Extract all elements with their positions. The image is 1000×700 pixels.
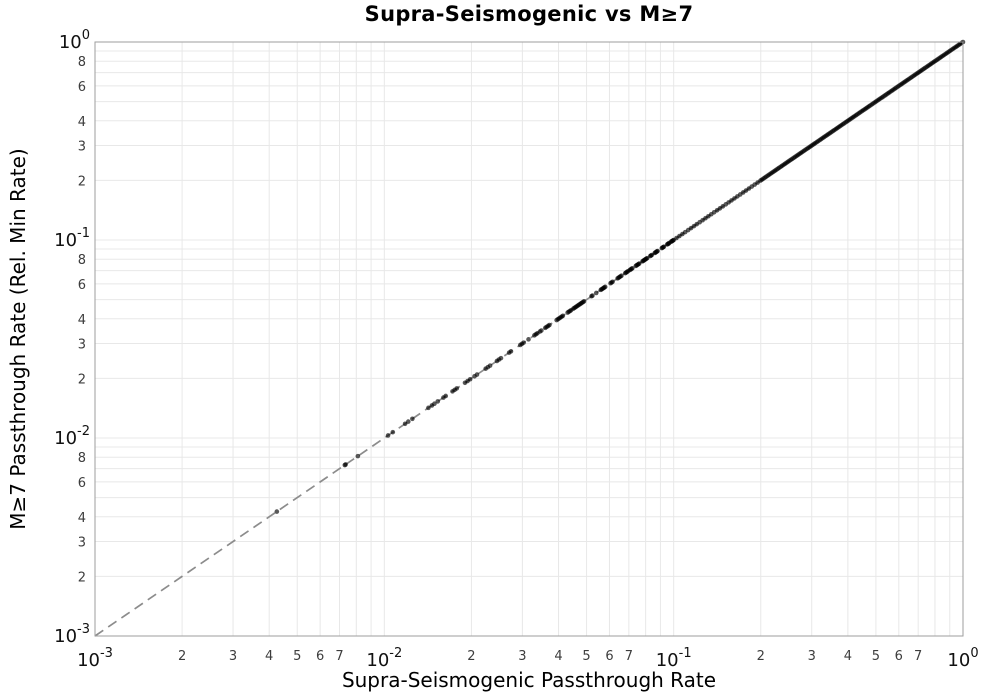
data-point: [602, 284, 608, 290]
data-point: [619, 273, 624, 279]
data-point: [405, 419, 411, 424]
y-minor-tick-label: 3: [78, 338, 86, 353]
x-minor-tick-label: 3: [808, 649, 816, 664]
plot-border: [94, 41, 964, 637]
data-point: [355, 453, 361, 459]
y-major-tick-label: 10-3: [54, 622, 90, 647]
x-major-tick-label: 100: [947, 646, 978, 671]
x-minor-tick-label: 4: [265, 649, 273, 664]
y-minor-tick-label: 8: [78, 55, 86, 70]
y-minor-tick-label: 6: [78, 278, 86, 293]
data-point: [560, 313, 566, 319]
y-major-tick-label: 10-1: [54, 226, 90, 251]
data-point: [443, 393, 449, 399]
data-point: [547, 322, 552, 328]
data-point: [474, 372, 480, 377]
x-minor-tick-label: 7: [335, 649, 343, 664]
y-minor-tick-label: 2: [78, 570, 86, 585]
data-point: [487, 363, 493, 368]
y-major-tick-label: 10-2: [54, 424, 90, 449]
y-minor-tick-label: 6: [78, 80, 86, 95]
x-minor-tick-label: 2: [178, 649, 186, 664]
data-point: [590, 293, 595, 298]
data-point: [467, 376, 473, 382]
x-minor-tick-label: 7: [625, 649, 633, 664]
x-minor-tick-label: 3: [229, 649, 237, 664]
y-minor-tick-label: 4: [78, 313, 86, 328]
data-point: [410, 416, 415, 422]
x-minor-tick-label: 6: [605, 649, 613, 664]
y-minor-tick-label: 2: [78, 174, 86, 189]
x-major-tick-label: 10-2: [366, 646, 402, 671]
x-major-tick-label: 10-1: [656, 646, 692, 671]
x-minor-tick-label: 3: [518, 649, 526, 664]
data-point: [390, 429, 396, 435]
data-point: [426, 405, 431, 411]
x-minor-tick-label: 6: [895, 649, 903, 664]
y-minor-tick-label: 2: [78, 372, 86, 387]
x-minor-tick-label: 6: [316, 649, 324, 664]
x-major-tick-label: 10-3: [77, 646, 113, 671]
y-minor-tick-label: 6: [78, 476, 86, 491]
x-minor-tick-label: 7: [914, 649, 922, 664]
data-point: [539, 328, 544, 333]
data-point: [274, 509, 280, 514]
x-axis-label: Supra-Seismogenic Passthrough Rate: [341, 668, 717, 692]
y-minor-tick-label: 4: [78, 115, 86, 130]
y-minor-tick-label: 8: [78, 451, 86, 466]
data-point: [385, 433, 391, 438]
chart-title: Supra-Seismogenic vs M≥7: [364, 2, 694, 26]
data-point: [432, 401, 437, 407]
data-point: [454, 386, 460, 391]
data-point: [630, 265, 635, 271]
y-major-tick-label: 100: [59, 28, 90, 53]
x-minor-tick-label: 5: [872, 649, 880, 664]
data-point: [526, 337, 531, 342]
data-point: [343, 462, 348, 467]
data-point: [581, 299, 587, 304]
y-minor-tick-label: 3: [78, 140, 86, 155]
x-minor-tick-label: 4: [844, 649, 852, 664]
data-point: [661, 244, 667, 250]
data-point: [435, 399, 441, 404]
x-minor-tick-label: 5: [293, 649, 301, 664]
x-minor-tick-label: 5: [582, 649, 590, 664]
data-point: [508, 349, 514, 354]
x-minor-tick-label: 4: [554, 649, 562, 664]
x-minor-tick-label: 2: [757, 649, 765, 664]
data-point: [498, 355, 504, 361]
data-point: [655, 248, 660, 254]
data-point: [636, 261, 642, 266]
data-point: [610, 279, 615, 285]
data-point: [593, 290, 599, 296]
data-point: [521, 340, 526, 345]
x-minor-tick-label: 2: [467, 649, 475, 664]
y-minor-tick-label: 4: [78, 511, 86, 526]
y-minor-tick-label: 3: [78, 536, 86, 551]
y-minor-tick-label: 8: [78, 253, 86, 268]
